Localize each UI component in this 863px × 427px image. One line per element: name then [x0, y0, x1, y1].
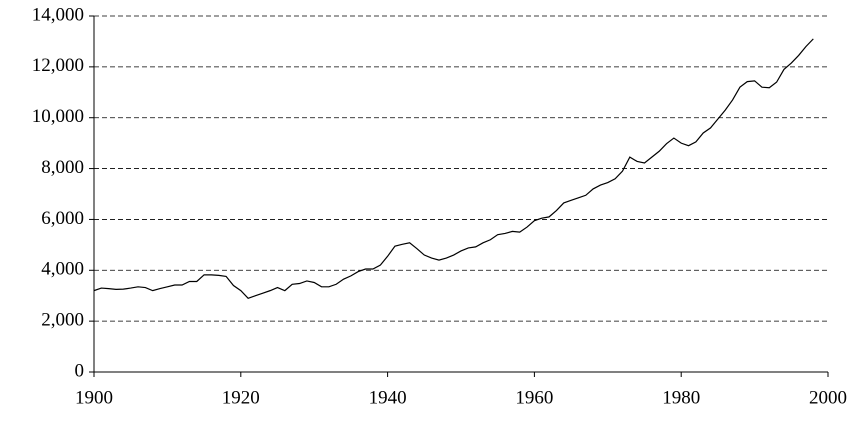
x-tick-label: 2000	[809, 387, 847, 408]
data-line	[93, 38, 814, 299]
x-tick-label: 1900	[75, 387, 113, 408]
x-tick-label: 1960	[515, 387, 553, 408]
y-tick-label: 6,000	[41, 208, 84, 229]
y-tick-label: 4,000	[41, 259, 84, 280]
y-tick-label: 8,000	[41, 157, 84, 178]
y-tick-label: 2,000	[41, 310, 84, 331]
x-tick-label: 1940	[369, 387, 407, 408]
y-tick-label: 10,000	[32, 106, 84, 127]
y-tick-label: 0	[75, 360, 85, 381]
y-tick-label: 12,000	[32, 55, 84, 76]
x-tick-label: 1920	[222, 387, 260, 408]
y-tick-label: 14,000	[32, 4, 84, 25]
x-tick-label: 1980	[662, 387, 700, 408]
